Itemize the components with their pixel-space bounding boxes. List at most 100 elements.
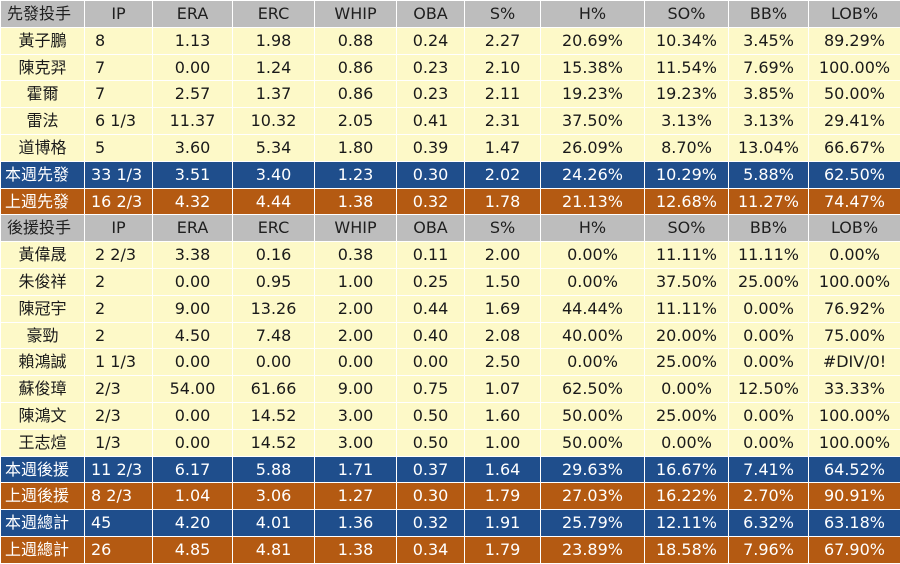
cell-bb-pct: 7.41%: [729, 456, 809, 483]
cell-so-pct: 8.70%: [645, 134, 729, 161]
cell-pitcher: 雷法: [1, 108, 85, 135]
cell-pitcher: 上週總計: [1, 536, 85, 563]
cell-oba: 0.34: [397, 536, 465, 563]
cell-so-pct: 0.00%: [645, 429, 729, 456]
cell-whip: 1.80: [315, 134, 397, 161]
cell-whip: 9.00: [315, 376, 397, 403]
cell-lob-pct: 100.00%: [809, 54, 900, 81]
cell-erc: 5.34: [233, 134, 315, 161]
cell-lob-pct: 63.18%: [809, 510, 900, 537]
cell-era: 4.85: [153, 536, 233, 563]
cell-so-pct: 10.34%: [645, 27, 729, 54]
cell-so-pct: 11.54%: [645, 54, 729, 81]
cell-whip: 2.05: [315, 108, 397, 135]
cell-oba: 0.50: [397, 402, 465, 429]
cell-s-pct: 2.11: [465, 81, 541, 108]
cell-ip: 2: [85, 268, 153, 295]
cell-h-pct: 27.03%: [541, 483, 645, 510]
cell-s-pct: 1.07: [465, 376, 541, 403]
cell-s-pct: 2.00: [465, 242, 541, 269]
cell-ip: 2 2/3: [85, 242, 153, 269]
cell-h-pct: 62.50%: [541, 376, 645, 403]
header-cell-bb-pct: BB%: [729, 215, 809, 242]
cell-oba: 0.30: [397, 483, 465, 510]
cell-lob-pct: 75.00%: [809, 322, 900, 349]
cell-bb-pct: 7.69%: [729, 54, 809, 81]
cell-oba: 0.37: [397, 456, 465, 483]
cell-h-pct: 20.69%: [541, 27, 645, 54]
cell-so-pct: 10.29%: [645, 161, 729, 188]
cell-pitcher: 朱俊祥: [1, 268, 85, 295]
cell-era: 6.17: [153, 456, 233, 483]
cell-so-pct: 18.58%: [645, 536, 729, 563]
cell-whip: 0.38: [315, 242, 397, 269]
cell-bb-pct: 25.00%: [729, 268, 809, 295]
cell-whip: 1.38: [315, 536, 397, 563]
cell-s-pct: 1.64: [465, 456, 541, 483]
cell-ip: 2/3: [85, 402, 153, 429]
cell-pitcher: 黃子鵬: [1, 27, 85, 54]
cell-lob-pct: 50.00%: [809, 81, 900, 108]
cell-ip: 8 2/3: [85, 483, 153, 510]
cell-h-pct: 24.26%: [541, 161, 645, 188]
cell-era: 0.00: [153, 429, 233, 456]
cell-bb-pct: 12.50%: [729, 376, 809, 403]
cell-erc: 1.24: [233, 54, 315, 81]
cell-whip: 1.00: [315, 268, 397, 295]
cell-erc: 0.16: [233, 242, 315, 269]
cell-h-pct: 0.00%: [541, 242, 645, 269]
cell-erc: 3.40: [233, 161, 315, 188]
header-cell-so-pct: SO%: [645, 215, 729, 242]
cell-s-pct: 1.79: [465, 483, 541, 510]
cell-erc: 0.00: [233, 349, 315, 376]
header-cell-s-pct: S%: [465, 215, 541, 242]
header-cell-h-pct: H%: [541, 215, 645, 242]
cell-oba: 0.11: [397, 242, 465, 269]
cell-so-pct: 12.11%: [645, 510, 729, 537]
cell-h-pct: 19.23%: [541, 81, 645, 108]
cell-oba: 0.41: [397, 108, 465, 135]
cell-era: 0.00: [153, 349, 233, 376]
cell-ip: 1/3: [85, 429, 153, 456]
cell-s-pct: 2.08: [465, 322, 541, 349]
cell-lob-pct: 62.50%: [809, 161, 900, 188]
cell-erc: 0.95: [233, 268, 315, 295]
cell-pitcher: 道博格: [1, 134, 85, 161]
cell-bb-pct: 11.11%: [729, 242, 809, 269]
cell-lob-pct: 0.00%: [809, 242, 900, 269]
cell-pitcher: 上週先發: [1, 188, 85, 215]
cell-ip: 26: [85, 536, 153, 563]
cell-erc: 4.81: [233, 536, 315, 563]
cell-era: 0.00: [153, 54, 233, 81]
header-cell-erc: ERC: [233, 1, 315, 28]
header-cell-pitcher: 先發投手: [1, 1, 85, 28]
cell-oba: 0.25: [397, 268, 465, 295]
cell-s-pct: 2.02: [465, 161, 541, 188]
header-cell-pitcher: 後援投手: [1, 215, 85, 242]
header-cell-whip: WHIP: [315, 215, 397, 242]
cell-s-pct: 1.91: [465, 510, 541, 537]
cell-erc: 14.52: [233, 429, 315, 456]
cell-lob-pct: 90.91%: [809, 483, 900, 510]
cell-s-pct: 1.50: [465, 268, 541, 295]
cell-oba: 0.39: [397, 134, 465, 161]
cell-bb-pct: 3.45%: [729, 27, 809, 54]
header-cell-ip: IP: [85, 1, 153, 28]
cell-era: 2.57: [153, 81, 233, 108]
cell-ip: 16 2/3: [85, 188, 153, 215]
cell-s-pct: 1.69: [465, 295, 541, 322]
cell-h-pct: 50.00%: [541, 429, 645, 456]
cell-era: 3.38: [153, 242, 233, 269]
cell-ip: 7: [85, 54, 153, 81]
